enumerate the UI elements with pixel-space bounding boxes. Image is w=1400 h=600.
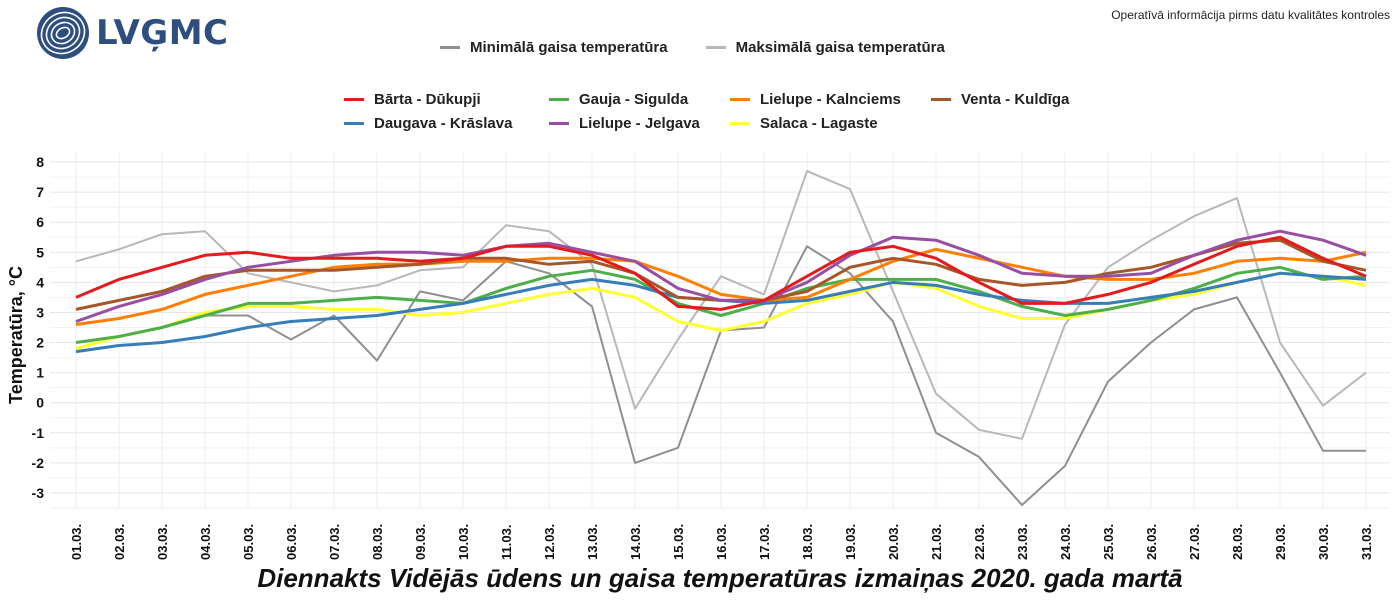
series-line-lielupe-jelgava xyxy=(75,229,1367,323)
legend-item-max-air: Maksimālā gaisa temperatūra xyxy=(705,39,945,56)
series-line-gauja-sigulda xyxy=(75,265,1367,344)
y-tick-label: 7 xyxy=(36,184,44,200)
legend-label: Minimālā gaisa temperatūra xyxy=(470,39,668,56)
legend-item-barta: Bārta - Dūkupji xyxy=(344,91,549,108)
y-tick-label: 1 xyxy=(36,365,44,381)
y-tick-label: 4 xyxy=(36,274,44,290)
y-axis-ticks: -3 -2 -1 0 1 2 3 4 5 6 7 8 xyxy=(32,154,45,501)
legend-label: Lielupe - Jelgava xyxy=(579,115,700,132)
x-tick-label: 22.03. xyxy=(972,524,987,560)
legend-swatch xyxy=(344,98,364,101)
x-tick-label: 04.03. xyxy=(198,524,213,560)
legend-item-daugava: Daugava - Krāslava xyxy=(344,115,549,132)
series-line-minimala-gaisa-temperatura xyxy=(75,245,1366,506)
x-axis-ticks: 01.03. 02.03. 03.03. 04.03. 05.03. 06.03. 07.0… xyxy=(69,524,1374,560)
x-tick-label: 27.03. xyxy=(1187,524,1202,560)
legend-item-min-air: Minimālā gaisa temperatūra xyxy=(440,39,668,56)
x-tick-label: 12.03. xyxy=(542,524,557,560)
series-line-salaca-lagaste xyxy=(75,271,1367,351)
legend-item-venta: Venta - Kuldīga xyxy=(931,91,1069,108)
legend-rivers-row-1: Bārta - Dūkupji Gauja - Sigulda Lielupe … xyxy=(344,91,1069,108)
legend-swatch xyxy=(440,46,460,49)
y-axis-label: Temperatūra, °C xyxy=(6,266,26,404)
legend-label: Maksimālā gaisa temperatūra xyxy=(735,39,945,56)
legend-swatch xyxy=(705,46,726,49)
y-tick-label: 0 xyxy=(36,395,44,411)
y-tick-label: 2 xyxy=(36,335,44,351)
series-lines xyxy=(75,170,1367,506)
legend-swatch xyxy=(730,122,750,125)
legend-swatch xyxy=(931,98,951,101)
y-tick-label: 6 xyxy=(36,214,44,230)
series-line-barta-dukupji xyxy=(75,235,1367,311)
x-tick-label: 10.03. xyxy=(456,524,471,560)
x-tick-label: 18.03. xyxy=(800,524,815,560)
x-tick-label: 20.03. xyxy=(886,524,901,560)
series-line-daugava-kraslava xyxy=(75,271,1367,354)
grid-lines xyxy=(50,153,1390,509)
x-tick-label: 05.03. xyxy=(241,524,256,560)
series-line-venta-kuldiga xyxy=(75,238,1367,311)
legend-air: Minimālā gaisa temperatūra Maksimālā gai… xyxy=(440,39,945,56)
x-tick-label: 06.03. xyxy=(284,524,299,560)
legend-swatch xyxy=(344,122,364,125)
x-tick-label: 01.03. xyxy=(69,524,84,560)
legend-label: Venta - Kuldīga xyxy=(961,91,1070,108)
legend-swatch xyxy=(549,98,569,101)
legend-label: Daugava - Krāslava xyxy=(374,115,513,132)
x-tick-label: 31.03. xyxy=(1359,524,1374,560)
x-tick-label: 21.03. xyxy=(929,524,944,560)
x-tick-label: 16.03. xyxy=(714,524,729,560)
disclaimer-text: Operatīvā informācija pirms datu kvalitā… xyxy=(1111,8,1390,22)
legend-swatch xyxy=(549,122,569,125)
series-line-lielupe-kalnciems xyxy=(75,247,1367,326)
legend-label: Bārta - Dūkupji xyxy=(374,91,481,108)
globe-logo-icon xyxy=(37,7,89,59)
legend-label: Salaca - Lagaste xyxy=(760,115,878,132)
x-tick-label: 09.03. xyxy=(413,524,428,560)
x-tick-label: 23.03. xyxy=(1015,524,1030,560)
legend-label: Gauja - Sigulda xyxy=(579,91,689,108)
x-tick-label: 07.03. xyxy=(327,524,342,560)
lvgmc-logo: LVĢMC xyxy=(36,6,229,60)
x-tick-label: 26.03. xyxy=(1144,524,1159,560)
x-tick-label: 02.03. xyxy=(112,524,127,560)
x-tick-label: 11.03. xyxy=(499,525,514,560)
x-tick-label: 15.03. xyxy=(671,524,686,560)
y-tick-label: -2 xyxy=(32,455,45,471)
legend-item-gauja: Gauja - Sigulda xyxy=(549,91,730,108)
x-tick-label: 13.03. xyxy=(585,524,600,560)
y-tick-label: 5 xyxy=(36,244,44,260)
y-tick-label: -3 xyxy=(32,485,45,501)
x-tick-label: 14.03. xyxy=(628,524,643,560)
legend-item-lielupe-jelgava: Lielupe - Jelgava xyxy=(549,115,730,132)
brand-name: LVĢMC xyxy=(96,13,229,53)
legend-label: Lielupe - Kalnciems xyxy=(760,91,901,108)
legend-item-lielupe-kalnciems: Lielupe - Kalnciems xyxy=(730,91,931,108)
x-tick-label: 03.03. xyxy=(155,524,170,560)
y-tick-label: 3 xyxy=(36,304,44,320)
legend-swatch xyxy=(730,98,750,101)
x-tick-label: 24.03. xyxy=(1058,524,1073,560)
x-tick-label: 28.03. xyxy=(1230,524,1245,560)
legend-item-salaca: Salaca - Lagaste xyxy=(730,115,878,132)
x-tick-label: 08.03. xyxy=(370,524,385,560)
x-tick-label: 30.03. xyxy=(1316,524,1331,560)
y-tick-label: -1 xyxy=(32,425,45,441)
x-tick-label: 25.03. xyxy=(1101,524,1116,560)
y-tick-label: 8 xyxy=(36,154,44,170)
x-tick-label: 29.03. xyxy=(1273,524,1288,560)
x-tick-label: 19.03. xyxy=(843,524,858,560)
legend-rivers-row-2: Daugava - Krāslava Lielupe - Jelgava Sal… xyxy=(344,115,878,132)
chart-title: Diennakts Vidējās ūdens un gaisa tempera… xyxy=(257,563,1183,593)
series-line-maksimala-gaisa-temperatura xyxy=(75,170,1367,440)
x-tick-label: 17.03. xyxy=(757,524,772,560)
